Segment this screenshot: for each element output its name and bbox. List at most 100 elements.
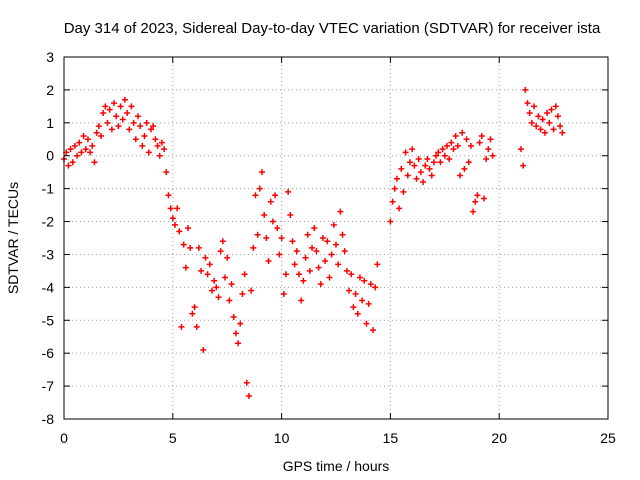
data-point (272, 192, 279, 199)
data-point (150, 123, 157, 130)
data-point (483, 156, 490, 163)
data-point (139, 142, 146, 149)
x-tick-label: 5 (169, 430, 177, 446)
data-point (145, 149, 152, 156)
data-point (535, 113, 542, 120)
data-point (84, 136, 91, 143)
data-point (480, 195, 487, 202)
data-point (539, 116, 546, 123)
data-point (330, 221, 337, 228)
data-point (65, 162, 72, 169)
data-point (141, 132, 148, 139)
data-point (365, 300, 372, 307)
data-point (485, 146, 492, 153)
data-point (228, 281, 235, 288)
data-point (524, 100, 531, 107)
plot-frame (63, 56, 609, 420)
data-point (278, 235, 285, 241)
data-point (328, 251, 335, 258)
data-point (89, 142, 96, 149)
data-point (552, 103, 559, 110)
y-tick-label: -2 (42, 214, 55, 230)
y-tick-label: 1 (46, 115, 54, 131)
data-point (263, 235, 270, 241)
data-point (156, 152, 163, 159)
data-point (174, 205, 181, 212)
data-point (400, 188, 407, 195)
data-point (248, 287, 255, 294)
data-point (115, 123, 122, 130)
data-point (341, 248, 348, 255)
data-point (346, 287, 353, 294)
data-point (319, 235, 326, 241)
data-point (309, 244, 316, 251)
data-point (245, 392, 252, 399)
data-point (467, 142, 474, 149)
data-point (113, 113, 120, 120)
data-point (391, 185, 398, 192)
data-point (117, 103, 124, 110)
data-point (111, 100, 118, 107)
data-point (550, 126, 557, 133)
data-point (322, 258, 329, 265)
data-point (67, 146, 74, 153)
data-point (215, 294, 222, 301)
data-point (448, 139, 455, 146)
data-point (306, 267, 313, 274)
data-point (230, 313, 237, 320)
data-point (348, 271, 355, 278)
data-point (219, 238, 226, 245)
data-point (143, 119, 150, 126)
data-point (544, 109, 551, 116)
y-tick-label: 2 (46, 82, 54, 98)
data-point (252, 192, 259, 199)
data-point (208, 287, 215, 294)
data-point (430, 159, 437, 166)
data-point (433, 152, 440, 159)
data-point (315, 264, 322, 271)
data-point (211, 277, 218, 284)
data-point (152, 136, 159, 143)
data-point (195, 244, 202, 251)
y-axis-label: SDTVAR / TECUs (5, 182, 21, 294)
data-point (104, 119, 111, 126)
data-point (224, 254, 231, 261)
data-point (522, 86, 529, 93)
data-point (352, 290, 359, 297)
data-point (76, 139, 83, 146)
data-point (74, 152, 81, 159)
data-point (287, 211, 294, 218)
data-point (409, 146, 416, 153)
data-point (178, 323, 185, 330)
data-point (121, 96, 128, 103)
data-point (78, 149, 85, 156)
data-point (232, 330, 239, 337)
data-point (95, 123, 102, 130)
data-point (169, 215, 176, 222)
data-point (363, 320, 370, 327)
data-point (274, 225, 281, 232)
y-tick-label: -1 (42, 181, 55, 197)
data-point (213, 284, 220, 291)
y-tick-label: -5 (42, 312, 55, 328)
data-point (189, 310, 196, 317)
data-point (557, 123, 564, 130)
data-point (100, 109, 107, 116)
x-tick-label: 10 (274, 430, 290, 446)
data-point (124, 109, 131, 116)
data-point (176, 228, 183, 235)
data-point (291, 261, 298, 268)
data-point (313, 248, 320, 255)
data-point (361, 277, 368, 284)
data-point (87, 149, 94, 156)
x-axis-label: GPS time / hours (283, 458, 390, 474)
data-point (413, 175, 420, 182)
data-point (217, 248, 224, 255)
data-point (182, 264, 189, 271)
data-point (267, 198, 274, 205)
data-point (559, 129, 566, 136)
data-point (324, 238, 331, 245)
data-point (415, 156, 422, 163)
data-point (93, 129, 100, 136)
